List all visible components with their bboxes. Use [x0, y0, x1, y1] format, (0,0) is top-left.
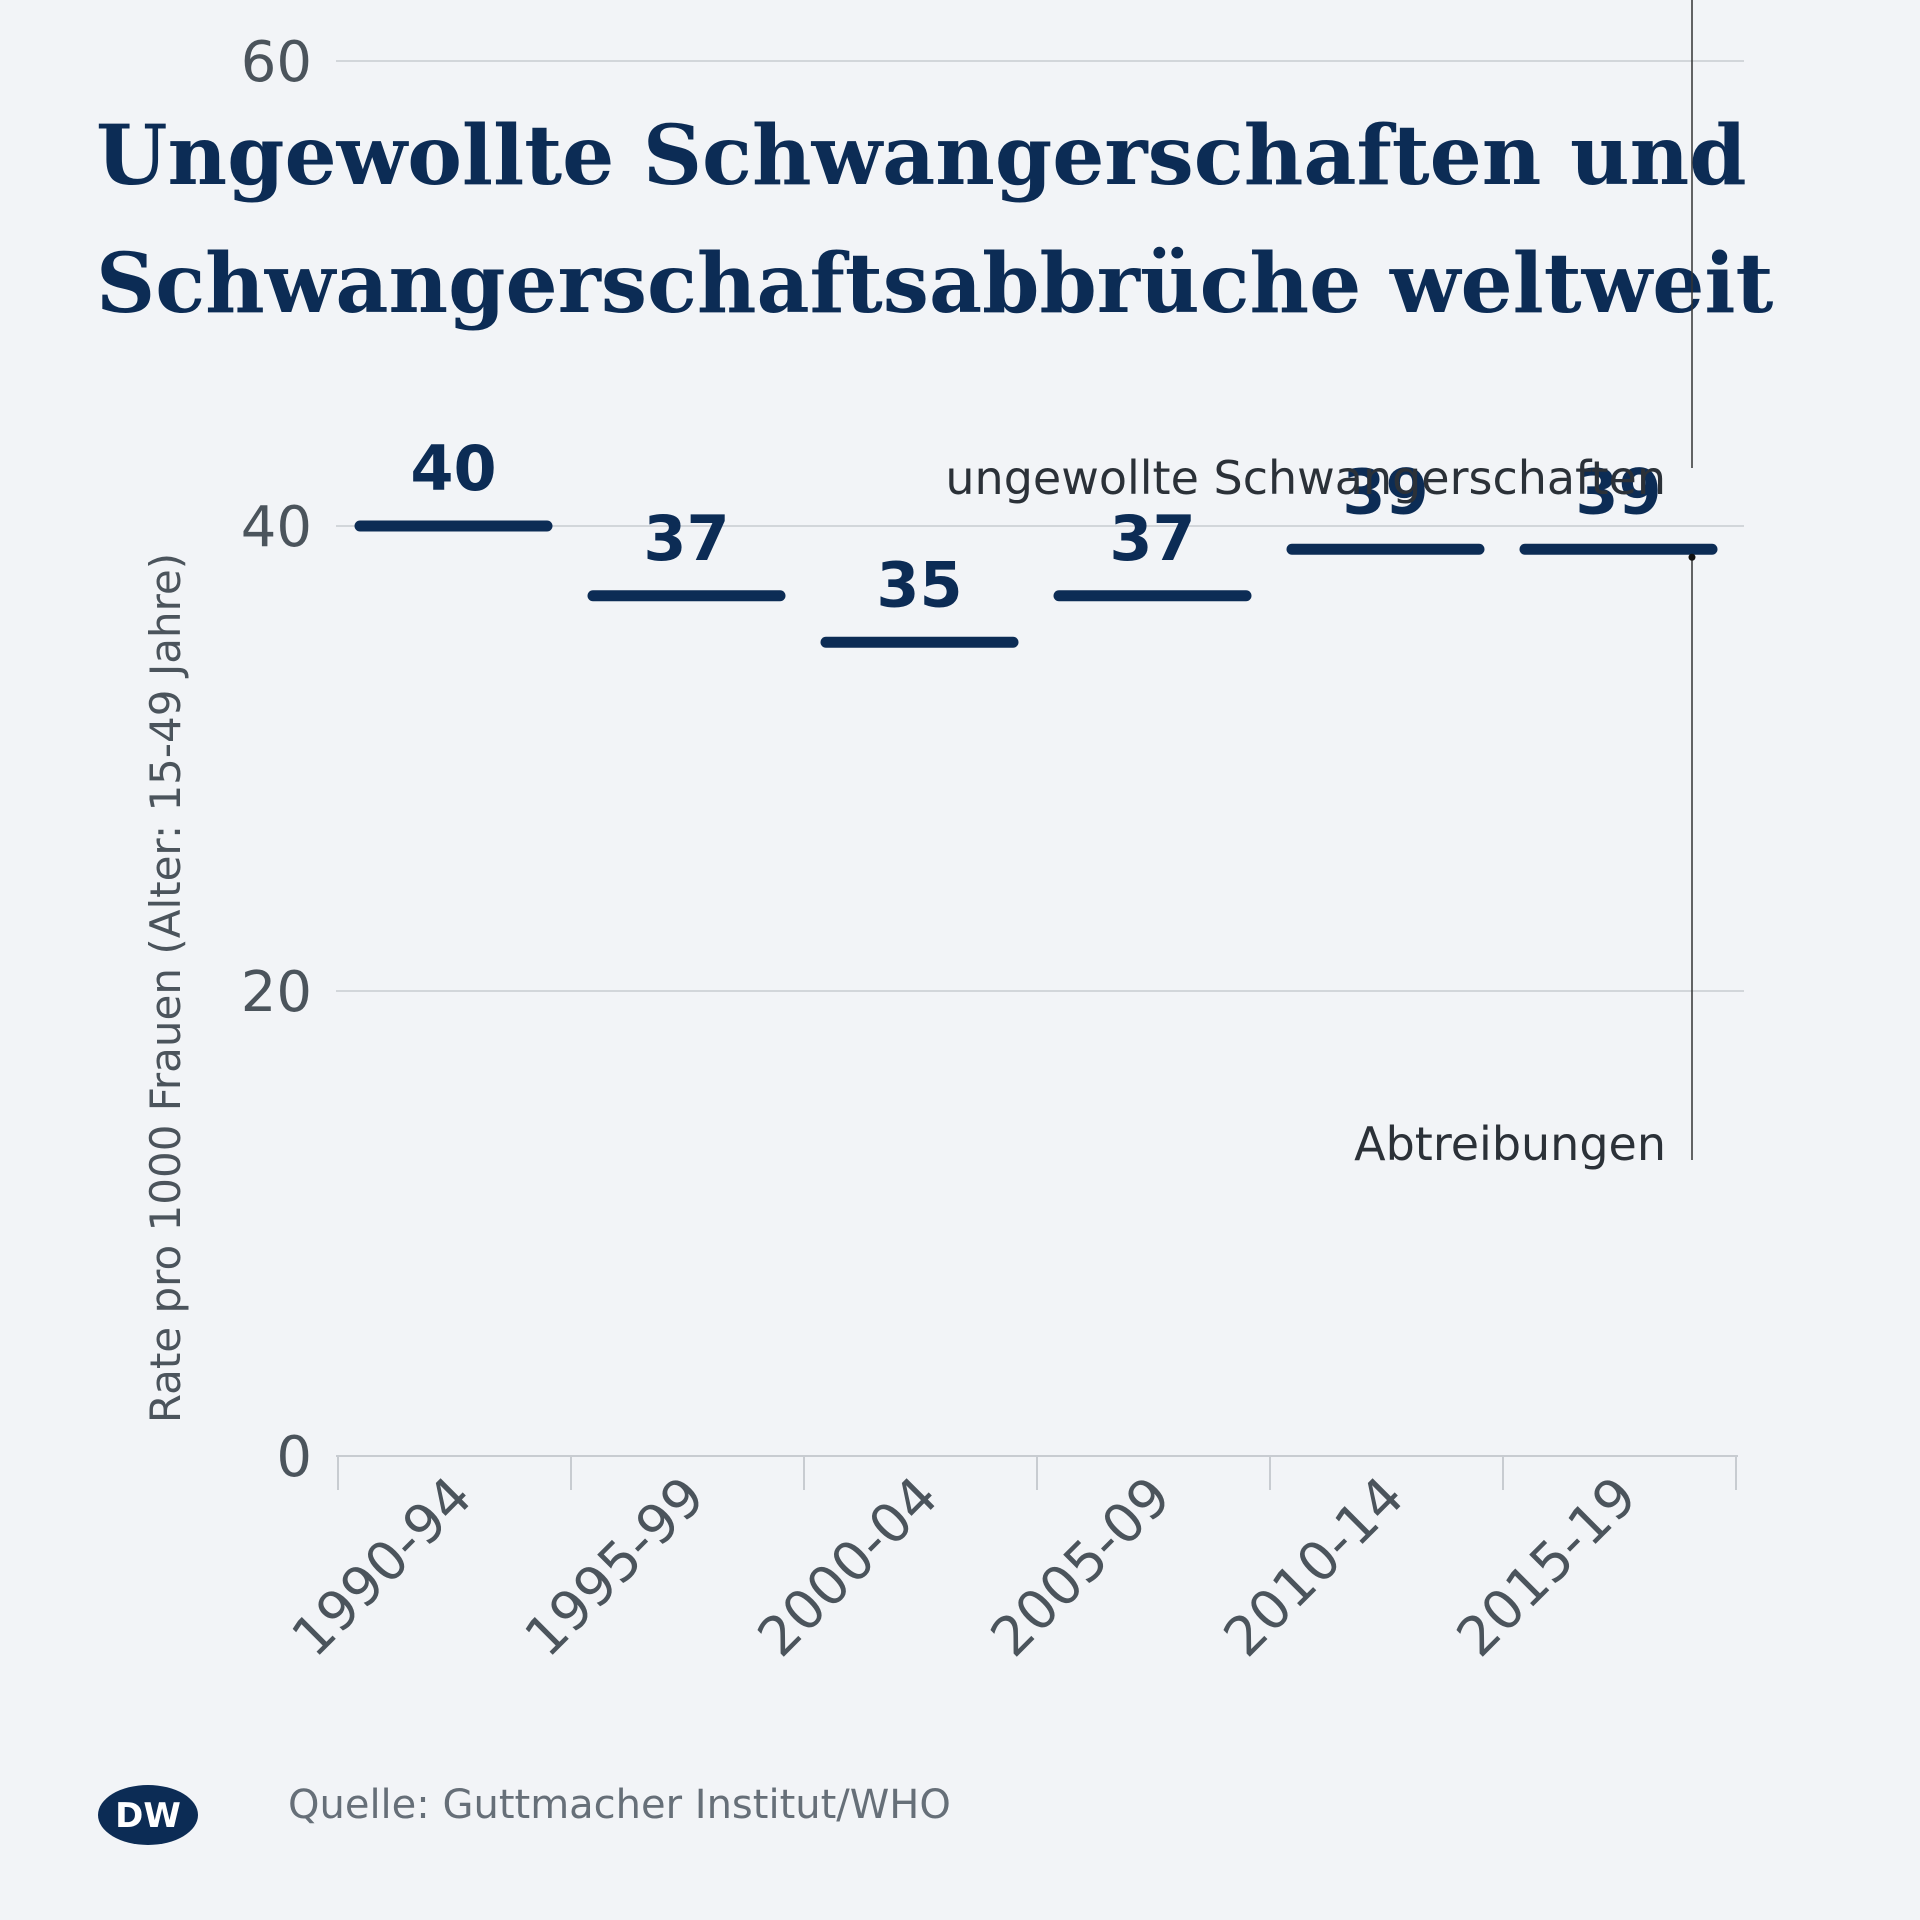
source-note: Quelle: Guttmacher Institut/WHO	[288, 1782, 951, 1828]
series-2-value-label: 39	[1342, 455, 1428, 528]
x-tick-label: 2010-14	[1212, 1465, 1416, 1669]
y-tick-label: 20	[241, 960, 312, 1025]
series-2-value-label: 35	[876, 548, 962, 621]
series-2-value-label: 37	[643, 502, 729, 575]
chart-title: Ungewollte Schwangerschaften und Schwang…	[96, 92, 1856, 348]
series-2-value-label: 37	[1109, 502, 1195, 575]
y-tick-label: 60	[241, 30, 312, 95]
y-axis-label: Rate pro 1000 Frauen (Alter: 15-49 Jahre…	[141, 553, 190, 1423]
x-tick-label: 2005-09	[979, 1465, 1183, 1669]
y-tick-label: 0	[276, 1425, 312, 1490]
x-tick-label: 1990-94	[280, 1465, 484, 1669]
series-2-value-label: 40	[410, 432, 496, 505]
dw-logo: DW	[98, 1785, 198, 1845]
series-2-annotation: Abtreibungen	[1354, 1117, 1666, 1171]
x-tick-label: 2000-04	[746, 1465, 950, 1669]
series-1-annotation: ungewollte Schwangerschaften	[945, 451, 1666, 505]
y-tick-label: 40	[241, 495, 312, 560]
dw-logo-text: DW	[115, 1796, 181, 1836]
x-tick-label: 1995-99	[513, 1465, 717, 1669]
series-2-value-label: 39	[1575, 455, 1661, 528]
chart-title-line1: Ungewollte Schwangerschaften und	[96, 108, 1747, 204]
chart-title-line2: Schwangerschaftsabbrüche weltweit	[96, 236, 1774, 332]
x-tick-label: 2015-19	[1445, 1465, 1649, 1669]
series-2-leader-dot	[1688, 553, 1696, 561]
